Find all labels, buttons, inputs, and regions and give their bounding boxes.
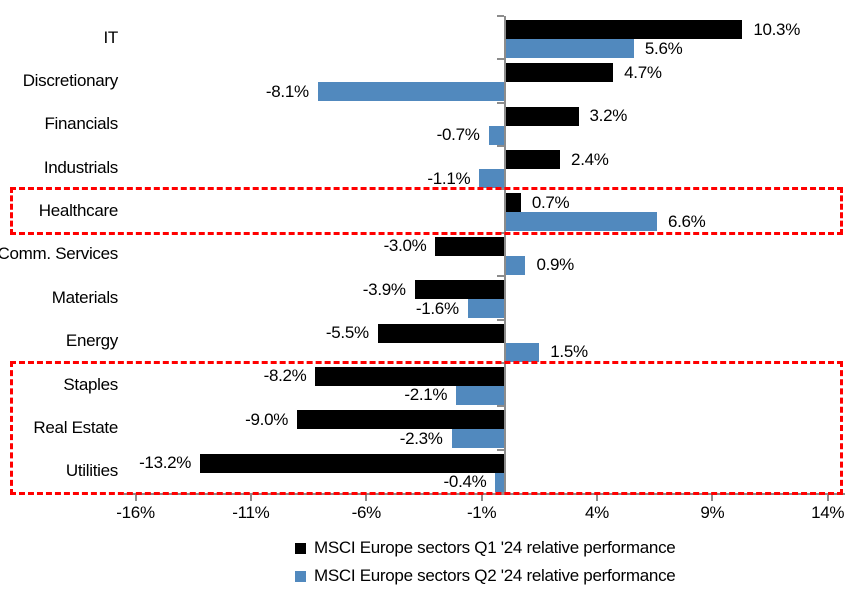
category-label-financials: Financials: [44, 114, 118, 134]
data-label-real-estate-q1: -9.0%: [245, 409, 289, 429]
y-axis-tick: [496, 405, 504, 408]
bar-comm-services-q2: [504, 255, 526, 275]
data-label-energy-q2: 1.5%: [550, 342, 588, 362]
category-label-comm-services: Comm. Services: [0, 244, 118, 264]
legend-item-q1: MSCI Europe sectors Q1 '24 relative perf…: [295, 534, 676, 562]
legend-label-q1: MSCI Europe sectors Q1 '24 relative perf…: [314, 538, 676, 557]
data-label-it-q2: 5.6%: [644, 38, 683, 58]
data-label-materials-q2: -1.6%: [415, 298, 459, 318]
data-label-energy-q1: -5.5%: [325, 323, 369, 343]
data-label-financials-q2: -0.7%: [436, 125, 480, 145]
category-label-staples: Staples: [63, 374, 118, 394]
data-label-industrials-q1: 2.4%: [571, 149, 609, 169]
y-axis-tick: [496, 275, 504, 278]
data-label-it-q1: 10.3%: [753, 19, 801, 39]
y-axis-tick: [496, 15, 504, 17]
bar-utilities-q2: [495, 472, 505, 492]
x-axis-tick-label: 4%: [584, 503, 609, 522]
bar-healthcare-q1: [504, 193, 521, 213]
category-label-industrials: Industrials: [43, 157, 118, 177]
data-label-staples-q2: -2.1%: [404, 385, 448, 405]
chart-legend: MSCI Europe sectors Q1 '24 relative perf…: [295, 534, 676, 590]
x-axis-tick: [826, 493, 829, 501]
bar-energy-q1: [377, 323, 505, 343]
bar-industrials-q2: [479, 169, 505, 189]
data-label-discretionary-q2: -8.1%: [265, 81, 309, 101]
y-axis-tick: [496, 58, 504, 61]
bar-healthcare-q2: [504, 212, 657, 232]
data-label-materials-q1: -3.9%: [362, 279, 406, 299]
data-label-financials-q1: 3.2%: [589, 106, 628, 126]
category-label-it: IT: [103, 27, 118, 47]
category-label-healthcare: Healthcare: [38, 201, 119, 221]
legend-item-q2: MSCI Europe sectors Q2 '24 relative perf…: [295, 562, 676, 590]
bar-it-q2: [504, 39, 634, 58]
legend-swatch-q1-icon: [295, 542, 306, 554]
category-label-utilities: Utilities: [65, 461, 118, 481]
x-axis-tick-label: 14%: [811, 503, 845, 522]
bar-financials-q2: [488, 125, 505, 145]
x-axis-tick-label: 9%: [700, 503, 725, 522]
healthcare-highlight: [10, 187, 843, 235]
bar-industrials-q1: [504, 150, 561, 170]
category-label-materials: Materials: [51, 287, 119, 307]
data-label-utilities-q1: -13.2%: [139, 453, 192, 473]
x-axis-tick: [134, 493, 137, 501]
x-axis-tick-label: -1%: [466, 503, 497, 522]
category-label-real-estate: Real Estate: [33, 417, 118, 437]
bar-materials-q1: [414, 280, 505, 300]
data-label-staples-q1: -8.2%: [263, 366, 307, 386]
x-axis-tick-label: -16%: [116, 503, 155, 522]
bar-discretionary-q1: [504, 63, 614, 83]
legend-swatch-q2-icon: [295, 570, 306, 582]
bar-real-estate-q2: [451, 429, 505, 449]
data-label-healthcare-q2: 6.6%: [667, 211, 706, 231]
data-label-utilities-q2: -0.4%: [443, 472, 487, 492]
bar-utilities-q1: [200, 453, 505, 473]
bar-staples-q2: [456, 385, 505, 405]
category-label-energy: Energy: [65, 331, 118, 351]
x-axis-tick: [365, 493, 368, 501]
x-axis-tick: [711, 493, 714, 501]
legend-label-q2: MSCI Europe sectors Q2 '24 relative perf…: [314, 566, 676, 585]
x-axis-tick-label: -11%: [232, 503, 270, 522]
bar-staples-q1: [315, 366, 505, 386]
data-label-healthcare-q1: 0.7%: [531, 192, 570, 212]
category-label-discretionary: Discretionary: [22, 71, 119, 91]
x-axis-tick: [595, 493, 598, 501]
data-label-comm-services-q1: -3.0%: [383, 236, 427, 256]
x-axis-tick: [480, 493, 483, 501]
bar-it-q1: [504, 20, 743, 39]
y-axis-tick: [496, 448, 504, 451]
y-axis-tick: [496, 318, 504, 321]
data-label-comm-services-q2: 0.9%: [536, 255, 574, 275]
bar-financials-q1: [504, 106, 579, 126]
bar-comm-services-q1: [435, 236, 505, 256]
bar-real-estate-q1: [297, 410, 505, 430]
data-label-industrials-q2: -1.1%: [427, 168, 471, 188]
defensives-highlight: [10, 360, 843, 495]
y-axis-line: [503, 16, 506, 493]
y-axis-tick: [496, 145, 504, 148]
y-axis-tick: [496, 101, 504, 104]
data-label-discretionary-q1: 4.7%: [624, 62, 662, 82]
x-axis-tick-label: -6%: [351, 503, 382, 522]
bar-materials-q2: [467, 299, 505, 319]
data-label-real-estate-q2: -2.3%: [399, 428, 443, 448]
bar-energy-q2: [504, 342, 540, 362]
bar-discretionary-q2: [317, 82, 505, 102]
x-axis-tick: [249, 493, 252, 501]
